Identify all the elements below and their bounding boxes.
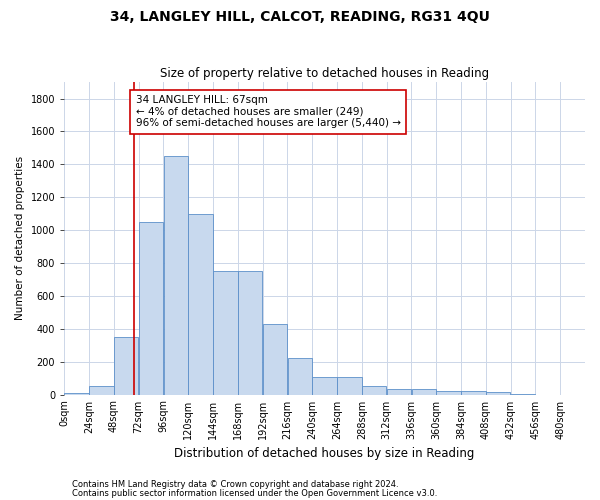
Bar [114,337,139,394]
Text: 34, LANGLEY HILL, CALCOT, READING, RG31 4QU: 34, LANGLEY HILL, CALCOT, READING, RG31 … [110,10,490,24]
X-axis label: Distribution of detached houses by size in Reading: Distribution of detached houses by size … [175,447,475,460]
Text: Contains public sector information licensed under the Open Government Licence v3: Contains public sector information licen… [72,488,437,498]
Bar [412,389,436,394]
Bar [263,324,287,394]
Bar [89,386,113,394]
Bar [486,392,511,394]
Bar [64,393,89,394]
Bar [436,392,461,394]
Bar [213,271,238,394]
Title: Size of property relative to detached houses in Reading: Size of property relative to detached ho… [160,66,489,80]
Bar [188,214,213,394]
Bar [238,271,262,394]
Bar [461,392,485,394]
Text: Contains HM Land Registry data © Crown copyright and database right 2024.: Contains HM Land Registry data © Crown c… [72,480,398,489]
Bar [139,222,163,394]
Bar [313,378,337,394]
Bar [387,389,411,394]
Text: 34 LANGLEY HILL: 67sqm
← 4% of detached houses are smaller (249)
96% of semi-det: 34 LANGLEY HILL: 67sqm ← 4% of detached … [136,95,401,128]
Bar [337,378,362,394]
Bar [164,156,188,394]
Y-axis label: Number of detached properties: Number of detached properties [15,156,25,320]
Bar [287,358,312,394]
Bar [362,386,386,394]
